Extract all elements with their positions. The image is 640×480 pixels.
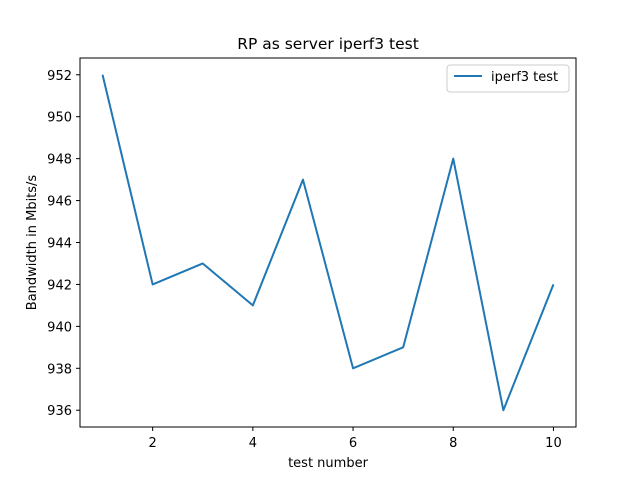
x-tick-label: 6	[349, 436, 357, 451]
y-tick-label: 936	[47, 404, 72, 419]
y-axis-label: Bandwidth in Mbits/s	[25, 175, 40, 311]
x-tick-label: 10	[545, 436, 562, 451]
x-tick-label: 8	[449, 436, 457, 451]
legend: iperf3 test	[446, 64, 570, 93]
x-axis-label: test number	[288, 456, 368, 471]
y-tick-label: 948	[47, 153, 72, 168]
legend-box	[446, 64, 570, 93]
plot-frame	[79, 57, 577, 428]
series-line	[101, 74, 555, 412]
plot-area: 2 4 6 8 10 936 938 940 942 944 946 948 950 952	[47, 69, 562, 451]
y-tick-label: 950	[47, 111, 72, 126]
legend-label: iperf3 test	[491, 70, 558, 85]
chart-title: RP as server iperf3 test	[237, 35, 419, 53]
y-tick-label: 942	[47, 278, 72, 293]
y-tick-label: 938	[47, 362, 72, 377]
y-tick-label: 946	[47, 195, 72, 210]
y-tick-label: 944	[47, 237, 72, 252]
x-tick-label: 4	[249, 436, 257, 451]
x-tick-label: 2	[149, 436, 157, 451]
y-tick-label: 940	[47, 320, 72, 335]
y-tick-label: 952	[47, 69, 72, 84]
